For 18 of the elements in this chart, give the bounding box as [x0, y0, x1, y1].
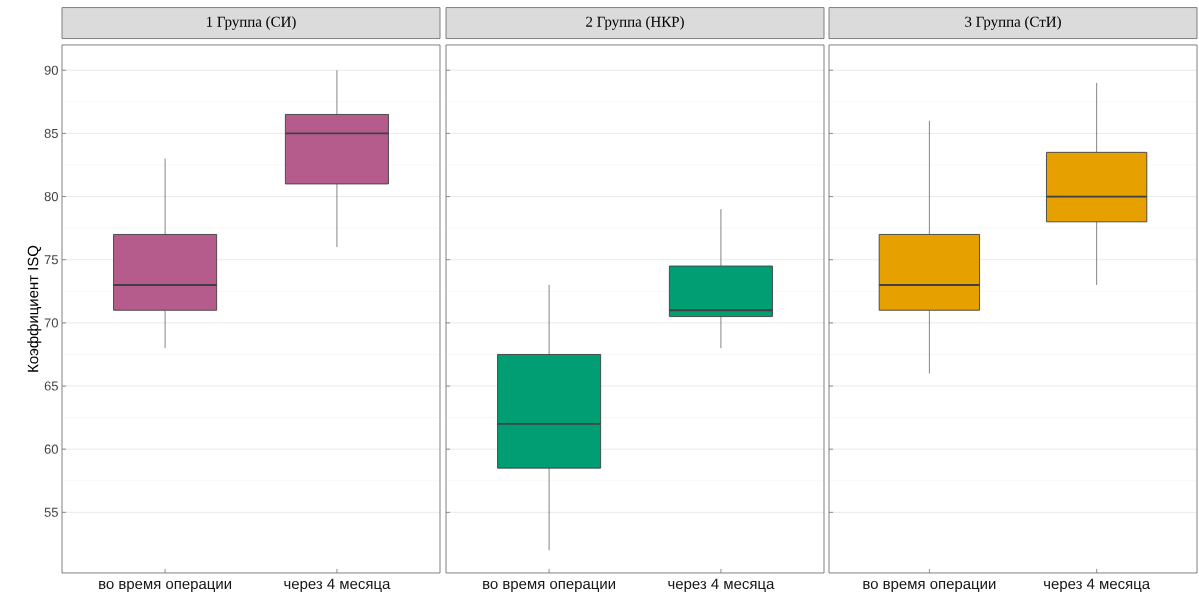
x-tick-label: во время операции: [99, 580, 232, 593]
y-tick-label: 70: [44, 318, 58, 328]
chart-title: 1 Группа (СИ): [206, 16, 296, 30]
x-tick-label: во время операции: [863, 580, 996, 593]
y-tick-label: 85: [44, 128, 58, 138]
y-tick-label: 55: [44, 507, 58, 517]
y-tick-label: 80: [44, 191, 58, 202]
y-tick-label: 60: [44, 444, 58, 454]
x-tick-label: через 4 месяца: [1044, 578, 1151, 593]
y-tick-label: 65: [44, 381, 58, 391]
chart-title: 3 Группа (СтИ): [965, 16, 1061, 30]
y-axis-title: Коэффициент ISQ: [27, 245, 42, 372]
y-tick-label: 75: [44, 255, 58, 265]
x-tick-label: через 4 месяца: [668, 578, 775, 593]
chart-title: 2 Группа (НКР): [586, 16, 684, 30]
y-tick-label: 90: [44, 65, 58, 75]
x-tick-label: во время операции: [483, 580, 616, 593]
x-tick-label: через 4 месяца: [284, 578, 391, 593]
